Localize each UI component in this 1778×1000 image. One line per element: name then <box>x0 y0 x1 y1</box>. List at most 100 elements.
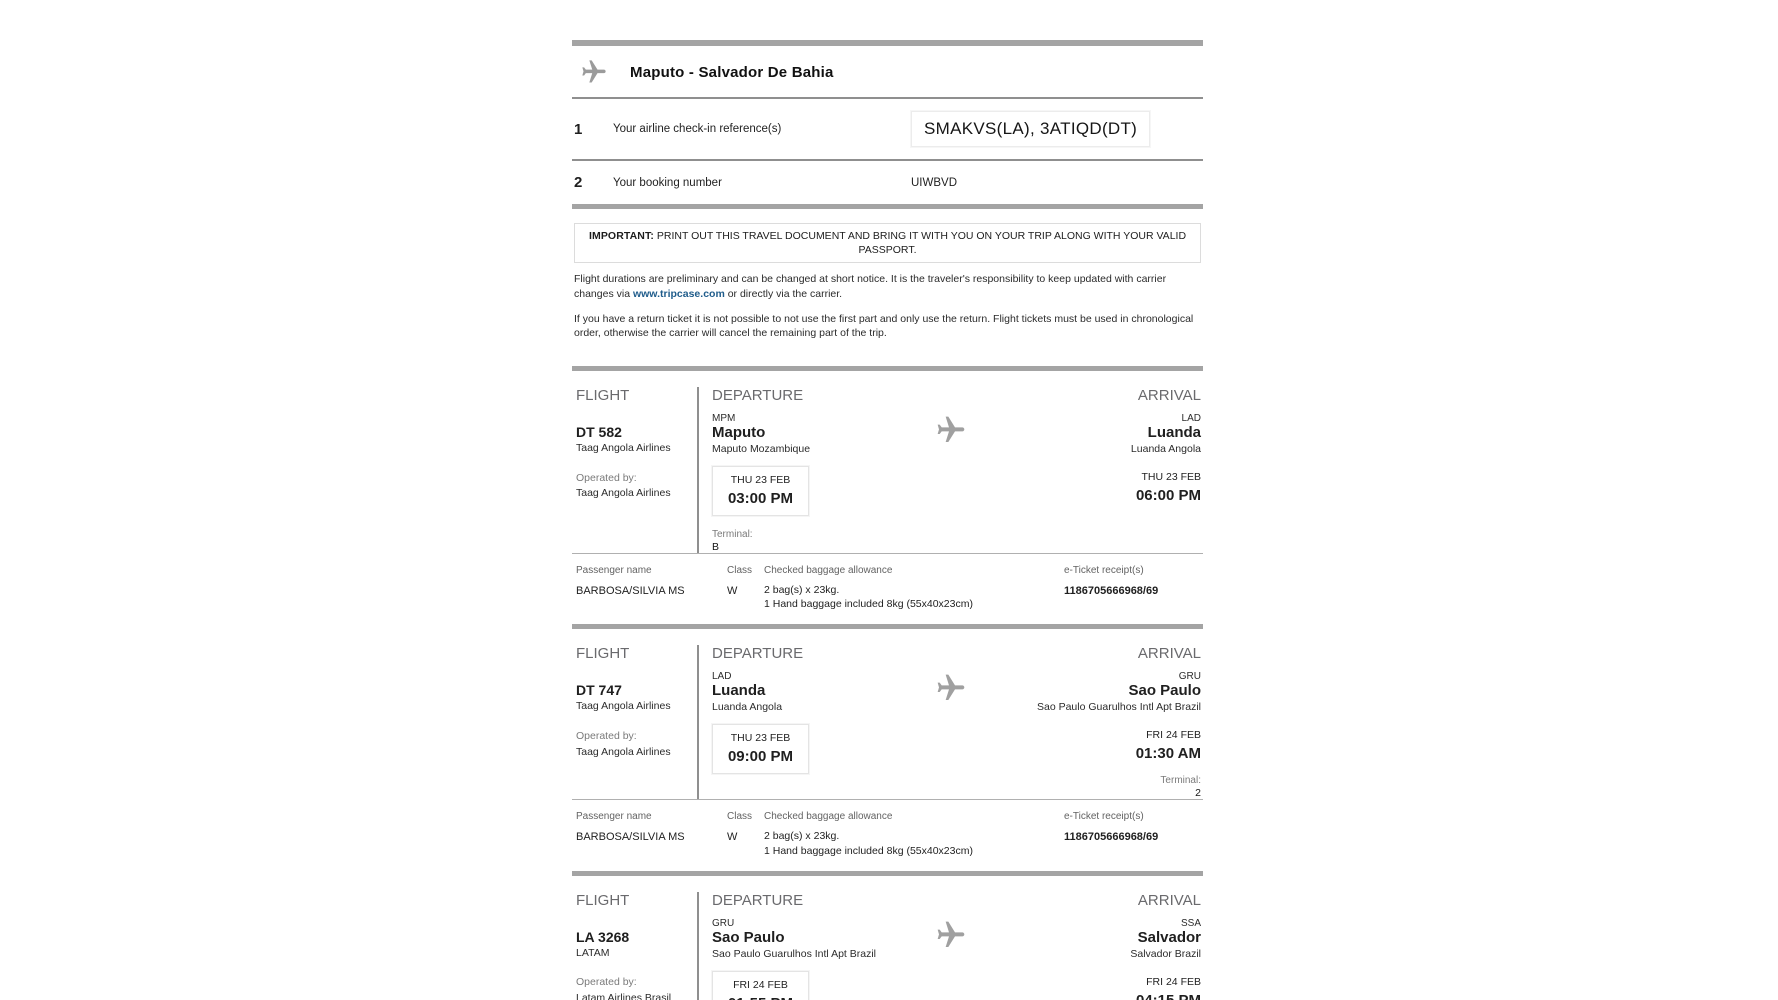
departure-terminal: Terminal: B <box>712 529 917 553</box>
passenger-name-value: BARBOSA/SILVIA MS <box>576 831 685 844</box>
flight-details: FLIGHT DT 747 Taag Angola Airlines Opera… <box>572 629 1203 800</box>
passenger-name-cell: Passenger name BARBOSA/SILVIA MS <box>576 565 727 611</box>
arrival-column-header: ARRIVAL <box>1137 387 1201 405</box>
departure-column: DEPARTURE MPM Maputo Maputo Mozambique T… <box>712 387 917 553</box>
arrival-column: ARRIVAL SSA Salvador Salvador Brazil FRI… <box>985 892 1203 1000</box>
arrival-column-header: ARRIVAL <box>1137 645 1201 663</box>
booking-number-row: 2 Your booking number UIWBVD <box>572 161 1203 209</box>
arrival-datetime: FRI 24 FEB 04:15 PM <box>985 976 1201 1000</box>
eticket-header: e-Ticket receipt(s) <box>1064 565 1144 577</box>
departure-date: THU 23 FEB <box>730 732 791 745</box>
top-divider-bar <box>572 40 1203 46</box>
eticket-value: 1186705666968/69 <box>1064 585 1159 598</box>
notices-section: IMPORTANT: PRINT OUT THIS TRAVEL DOCUMEN… <box>572 209 1203 366</box>
arrival-city: Sao Paulo <box>1128 682 1201 700</box>
operated-by-block: Operated by: Taag Angola Airlines <box>576 472 687 501</box>
departure-datetime-box: FRI 24 FEB 01:55 PM <box>712 970 809 1000</box>
departure-airport-code: LAD <box>712 671 732 683</box>
airplane-icon <box>928 672 974 704</box>
class-cell: Class W <box>727 811 764 857</box>
important-label: IMPORTANT: <box>588 230 654 242</box>
checkin-reference-label: Your airline check-in reference(s) <box>613 123 782 135</box>
flight-column-header: FLIGHT <box>576 891 630 909</box>
operated-by-label: Operated by: <box>576 730 637 743</box>
arrival-airport-code: GRU <box>1178 671 1201 683</box>
baggage-value: 2 bag(s) x 23kg. 1 Hand baggage included… <box>764 583 1064 611</box>
flight-info-column: FLIGHT DT 747 Taag Angola Airlines Opera… <box>572 645 697 799</box>
departure-column: DEPARTURE GRU Sao Paulo Sao Paulo Guarul… <box>712 892 917 1000</box>
baggage-header: Checked baggage allowance <box>764 565 893 577</box>
durations-text-after: or directly via the carrier. <box>724 288 843 301</box>
terminal-value: 2 <box>1195 787 1201 800</box>
baggage-value: 2 bag(s) x 23kg. 1 Hand baggage included… <box>764 829 1064 857</box>
arrival-airport-code: SSA <box>1180 917 1201 929</box>
arrival-column: ARRIVAL GRU Sao Paulo Sao Paulo Guarulho… <box>985 645 1203 799</box>
arrival-city-detail: Sao Paulo Guarulhos Intl Apt Brazil <box>1036 701 1201 714</box>
class-cell: Class W <box>727 565 764 611</box>
airplane-icon <box>574 58 614 86</box>
departure-column-header: DEPARTURE <box>712 891 804 909</box>
flight-segment-1: FLIGHT DT 582 Taag Angola Airlines Opera… <box>572 366 1203 624</box>
flight-number: LA 3268 <box>576 928 630 945</box>
flight-segment-3: FLIGHT LA 3268 LATAM Operated by: Latam … <box>572 870 1203 1000</box>
arrival-city-detail: Luanda Angola <box>1130 443 1201 456</box>
arrival-date: FRI 24 FEB <box>1146 975 1201 988</box>
baggage-cell: Checked baggage allowance 2 bag(s) x 23k… <box>764 565 1064 611</box>
operated-by-value: Taag Angola Airlines <box>576 745 671 758</box>
arrival-terminal: Terminal: 2 <box>985 775 1201 799</box>
itinerary-document: Maputo - Salvador De Bahia 1 Your airlin… <box>572 40 1203 1000</box>
row-number: 2 <box>574 174 583 191</box>
baggage-line-1: 2 bag(s) x 23kg. <box>764 584 840 597</box>
arrival-city: Salvador <box>1137 928 1201 946</box>
departure-column-header: DEPARTURE <box>712 387 804 405</box>
arrival-date: FRI 24 FEB <box>1146 729 1201 742</box>
airline-name: LATAM <box>576 946 610 959</box>
departure-airport-code: GRU <box>712 917 735 929</box>
flight-info-column: FLIGHT LA 3268 LATAM Operated by: Latam … <box>572 892 697 1000</box>
flight-segment-2: FLIGHT DT 747 Taag Angola Airlines Opera… <box>572 624 1203 870</box>
airplane-icon <box>928 414 974 446</box>
departure-time: 01:55 PM <box>717 995 804 1000</box>
class-value: W <box>727 585 738 598</box>
baggage-header: Checked baggage allowance <box>764 811 893 823</box>
flight-details: FLIGHT LA 3268 LATAM Operated by: Latam … <box>572 876 1203 1000</box>
passenger-row: Passenger name BARBOSA/SILVIA MS Class W… <box>572 799 1203 870</box>
baggage-line-1: 2 bag(s) x 23kg. <box>764 830 840 843</box>
departure-time: 09:00 PM <box>727 748 794 766</box>
route-plane-column <box>917 892 985 1000</box>
eticket-header: e-Ticket receipt(s) <box>1064 811 1144 823</box>
flight-number: DT 747 <box>576 682 622 699</box>
route-columns: DEPARTURE GRU Sao Paulo Sao Paulo Guarul… <box>697 891 1203 1000</box>
operated-by-block: Operated by: Latam Airlines Brasil <box>576 976 687 1000</box>
passenger-row: Passenger name BARBOSA/SILVIA MS Class W… <box>572 553 1203 624</box>
class-header: Class <box>727 811 753 823</box>
departure-date: THU 23 FEB <box>730 474 791 487</box>
checkin-reference-row: 1 Your airline check-in reference(s) SMA… <box>572 99 1203 161</box>
passenger-name-value: BARBOSA/SILVIA MS <box>576 585 685 598</box>
airplane-icon <box>928 919 974 951</box>
route-columns: DEPARTURE LAD Luanda Luanda Angola THU 2… <box>697 645 1203 800</box>
arrival-city-detail: Salvador Brazil <box>1130 947 1201 960</box>
arrival-city: Luanda <box>1147 424 1201 442</box>
departure-column-header: DEPARTURE <box>712 645 804 663</box>
operated-by-block: Operated by: Taag Angola Airlines <box>576 730 687 759</box>
departure-datetime-box: THU 23 FEB 09:00 PM <box>712 724 809 775</box>
operated-by-label: Operated by: <box>576 976 637 989</box>
passenger-name-header: Passenger name <box>576 811 652 823</box>
arrival-time: 06:00 PM <box>1135 487 1201 505</box>
eticket-cell: e-Ticket receipt(s) 1186705666968/69 <box>1064 811 1201 857</box>
document-header: Maputo - Salvador De Bahia <box>572 46 1203 99</box>
departure-datetime-box: THU 23 FEB 03:00 PM <box>712 466 809 517</box>
row-number: 1 <box>574 120 583 138</box>
class-header: Class <box>727 565 753 577</box>
departure-time: 03:00 PM <box>727 490 794 508</box>
operated-by-value: Taag Angola Airlines <box>576 487 671 500</box>
tripcase-link[interactable]: www.tripcase.com <box>632 288 725 301</box>
flight-column-header: FLIGHT <box>576 387 630 405</box>
passenger-name-cell: Passenger name BARBOSA/SILVIA MS <box>576 811 727 857</box>
return-ticket-paragraph: If you have a return ticket it is not po… <box>574 312 1194 340</box>
airline-name: Taag Angola Airlines <box>576 700 671 713</box>
important-text: PRINT OUT THIS TRAVEL DOCUMENT AND BRING… <box>653 230 1187 257</box>
departure-city-detail: Sao Paulo Guarulhos Intl Apt Brazil <box>712 947 877 960</box>
